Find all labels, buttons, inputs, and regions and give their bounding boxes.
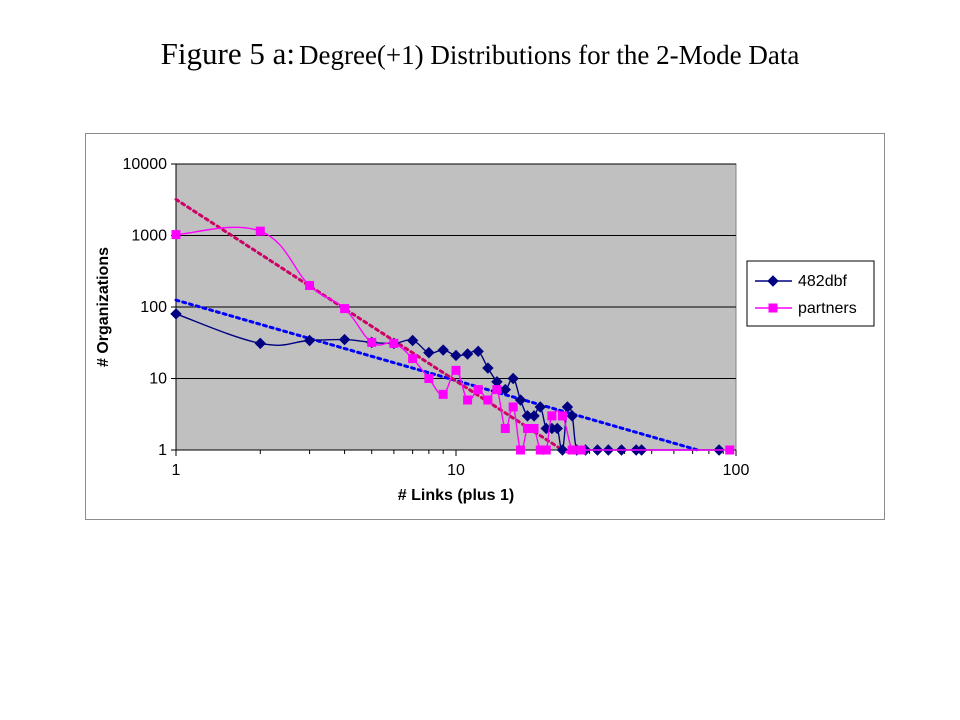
slide-title: Figure 5 a: Degree(+1) Distributions for… bbox=[0, 36, 960, 72]
point-partners-19 bbox=[529, 423, 539, 433]
point-482dbf-19 bbox=[528, 410, 540, 422]
point-partners-1 bbox=[171, 230, 181, 240]
point-partners-2 bbox=[255, 226, 265, 236]
point-482dbf-2 bbox=[254, 337, 266, 350]
point-partners-7 bbox=[408, 354, 418, 364]
point-partners-9 bbox=[438, 389, 448, 399]
point-partners-28 bbox=[576, 445, 586, 455]
point-482dbf-11 bbox=[461, 348, 474, 360]
point-partners-21 bbox=[541, 445, 551, 455]
x-tick-label-100: 100 bbox=[723, 462, 750, 479]
plot-layer: 1 10 100 1000 10000 1 10 100 # Links (plus 1) # O… bbox=[95, 156, 749, 504]
point-partners-16 bbox=[508, 402, 518, 412]
point-482dbf-10 bbox=[450, 349, 462, 362]
point-partners-17 bbox=[516, 445, 526, 455]
point-482dbf-4 bbox=[338, 333, 351, 346]
point-partners-4 bbox=[340, 304, 350, 314]
point-partners-95 bbox=[725, 445, 735, 455]
point-482dbf-1 bbox=[170, 308, 182, 320]
trendline-482dbf bbox=[174, 298, 700, 452]
point-482dbf-13 bbox=[482, 362, 494, 374]
y-tick-label-100: 100 bbox=[140, 299, 167, 316]
point-partners-26 bbox=[567, 445, 577, 455]
legend-marker-partners bbox=[768, 303, 778, 313]
chart-area: 1 10 100 1000 10000 1 10 100 # Links (plus 1) # O… bbox=[85, 133, 885, 520]
point-partners-11 bbox=[463, 395, 473, 405]
point-482dbf-25 bbox=[561, 401, 574, 413]
point-partners-22 bbox=[547, 411, 557, 421]
point-482dbf-7 bbox=[406, 334, 419, 347]
point-482dbf-17 bbox=[514, 394, 527, 406]
figure-subtitle: Degree(+1) Distributions for the 2-Mode … bbox=[298, 40, 800, 70]
y-tick-label-1: 1 bbox=[158, 442, 167, 459]
legend-marker-482dbf bbox=[767, 275, 779, 287]
point-482dbf-15 bbox=[499, 383, 512, 396]
x-axis-title: # Links (plus 1) bbox=[398, 487, 514, 504]
point-482dbf-26 bbox=[566, 410, 578, 422]
point-482dbf-24 bbox=[556, 444, 569, 456]
point-482dbf-9 bbox=[437, 344, 449, 356]
y-tick-label-10: 10 bbox=[149, 371, 167, 388]
chart-svg: 1 10 100 1000 10000 1 10 100 # Links (plus 1) # O… bbox=[95, 156, 875, 504]
point-partners-12 bbox=[473, 385, 483, 395]
y-tick-label-10000: 10000 bbox=[123, 156, 168, 173]
point-partners-5 bbox=[367, 337, 377, 347]
y-tick-label-1000: 1000 bbox=[131, 228, 167, 245]
point-482dbf-3 bbox=[303, 334, 316, 347]
x-tick-label-10: 10 bbox=[447, 462, 465, 479]
point-482dbf-23 bbox=[551, 422, 563, 435]
point-482dbf-8 bbox=[423, 346, 435, 359]
point-partners-24 bbox=[557, 411, 567, 421]
point-482dbf-20 bbox=[534, 401, 546, 413]
trendline-partners bbox=[174, 197, 564, 452]
point-482dbf-12 bbox=[472, 345, 484, 358]
point-482dbf-16 bbox=[507, 372, 519, 385]
legend-label-partners: partners bbox=[798, 300, 857, 317]
point-partners-10 bbox=[451, 365, 461, 375]
point-partners-6 bbox=[389, 338, 399, 348]
legend: 482dbf partners bbox=[746, 260, 875, 327]
point-partners-14 bbox=[492, 385, 502, 395]
legend-box bbox=[746, 260, 875, 327]
point-partners-15 bbox=[500, 423, 510, 433]
point-partners-3 bbox=[305, 280, 315, 290]
legend-label-482dbf: 482dbf bbox=[798, 273, 847, 290]
y-axis-title: # Organizations bbox=[95, 247, 112, 367]
point-partners-13 bbox=[483, 395, 493, 405]
figure-label: Figure 5 a: bbox=[160, 36, 295, 71]
x-tick-label-1: 1 bbox=[172, 462, 181, 479]
point-partners-8 bbox=[424, 374, 434, 383]
